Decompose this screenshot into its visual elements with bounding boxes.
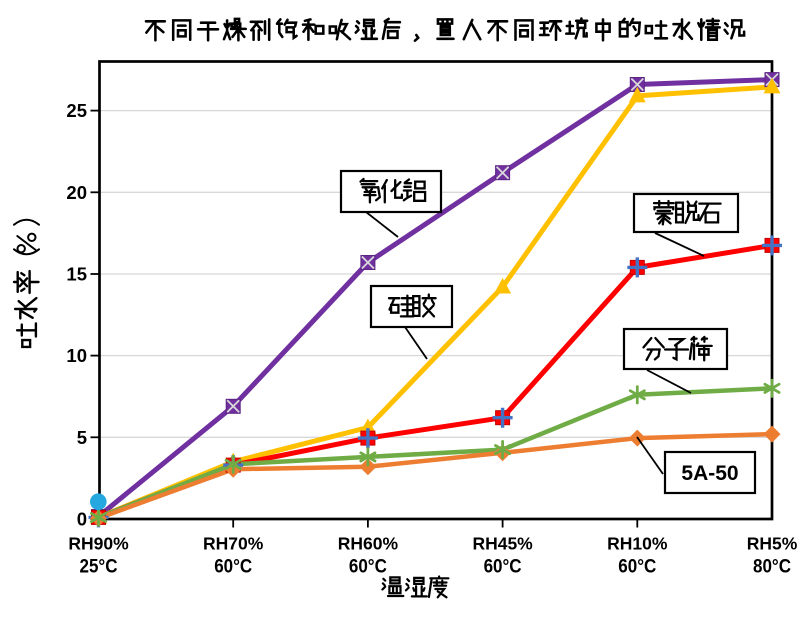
- svg-text:60°C: 60°C: [618, 557, 656, 578]
- svg-text:RH5%: RH5%: [747, 534, 798, 554]
- svg-text:RH45%: RH45%: [472, 534, 533, 554]
- svg-text:RH70%: RH70%: [203, 534, 264, 554]
- svg-text:20: 20: [66, 182, 87, 203]
- svg-text:0: 0: [77, 509, 87, 530]
- svg-text:5A-50: 5A-50: [681, 462, 738, 485]
- svg-text:80°C: 80°C: [753, 557, 791, 578]
- svg-text:60°C: 60°C: [349, 557, 387, 578]
- svg-text:RH60%: RH60%: [338, 534, 399, 554]
- svg-text:15: 15: [66, 264, 87, 285]
- svg-text:25°C: 25°C: [80, 557, 118, 578]
- svg-text:RH10%: RH10%: [607, 534, 668, 554]
- svg-text:25: 25: [66, 100, 87, 121]
- svg-text:60°C: 60°C: [214, 557, 252, 578]
- svg-text:RH90%: RH90%: [68, 534, 129, 554]
- svg-text:5: 5: [77, 427, 87, 448]
- svg-text:60°C: 60°C: [484, 557, 522, 578]
- svg-text:10: 10: [66, 345, 87, 366]
